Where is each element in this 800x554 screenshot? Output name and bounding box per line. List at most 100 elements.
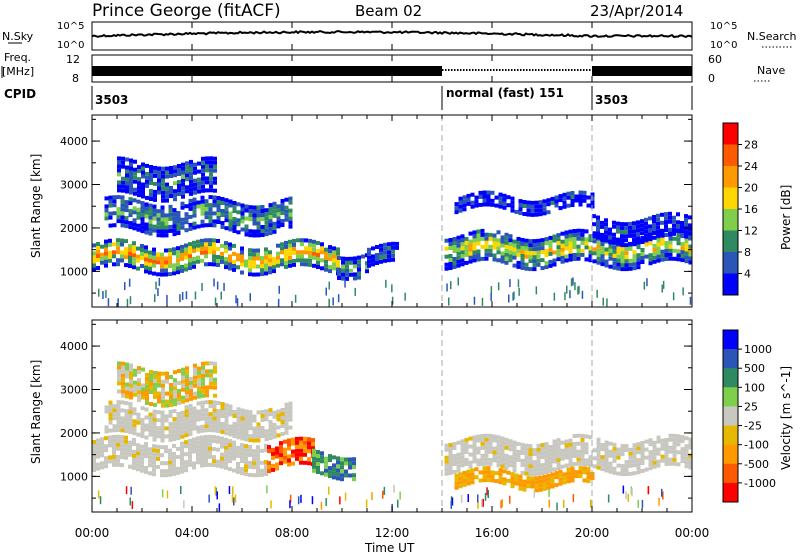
power-cell — [161, 174, 165, 179]
velocity-cell — [128, 440, 132, 445]
velocity-cell — [200, 412, 205, 417]
power-cell — [208, 207, 213, 212]
power-cell — [264, 232, 269, 237]
velocity-cell — [554, 475, 559, 480]
power-cell — [345, 260, 349, 265]
power-cell — [272, 265, 276, 270]
velocity-cell — [172, 433, 177, 438]
velocity-cell — [303, 440, 307, 445]
power-cell — [168, 248, 172, 253]
velocity-cell — [276, 413, 281, 418]
velocity-cell — [204, 435, 208, 439]
velocity-cell — [181, 387, 185, 392]
power-cell — [153, 181, 157, 186]
power-cell — [608, 256, 613, 261]
velocity-cell — [121, 393, 125, 398]
power-cell — [590, 200, 595, 205]
velocity-cell — [152, 425, 157, 430]
velocity-cell — [177, 393, 181, 397]
velocity-cell — [534, 480, 539, 485]
power-cell — [278, 285, 280, 294]
power-cell — [189, 175, 193, 180]
power-cell — [197, 177, 201, 182]
power-cell — [181, 182, 185, 187]
power-cell — [177, 172, 181, 176]
power-cell — [576, 252, 581, 257]
velocity-cell — [252, 418, 257, 423]
velocity-cell — [488, 445, 493, 450]
velocity-cell — [204, 463, 208, 467]
velocity-cell — [152, 429, 157, 434]
velocity-cell — [141, 367, 145, 372]
power-cell — [232, 243, 236, 248]
power-cell — [292, 262, 296, 267]
power-cell — [260, 268, 264, 273]
power-cell — [296, 254, 300, 259]
power-cell — [136, 223, 141, 228]
noise-left-tick-bottom: 10^0 — [57, 40, 84, 51]
power-cell — [672, 256, 677, 261]
power-cell — [528, 251, 533, 256]
power-cell — [664, 216, 668, 221]
power-heatmap — [92, 156, 692, 307]
power-cell — [672, 292, 675, 301]
velocity-cell — [636, 450, 641, 455]
velocity-cell — [204, 439, 208, 443]
velocity-cell — [664, 438, 669, 442]
velocity-cell — [312, 452, 316, 457]
power-cell — [478, 194, 483, 199]
velocity-cell — [172, 409, 177, 414]
velocity-cell — [216, 491, 218, 500]
power-cell — [248, 252, 252, 257]
power-cell — [472, 230, 477, 235]
velocity-cell — [228, 455, 232, 460]
power-cell — [268, 207, 273, 212]
power-cell — [161, 166, 165, 171]
velocity-cell — [160, 453, 164, 458]
power-cell — [616, 262, 621, 267]
power-cell — [132, 261, 136, 266]
power-cell — [530, 200, 535, 205]
power-cell — [600, 242, 605, 247]
power-cell — [192, 244, 196, 249]
velocity-cell — [153, 386, 157, 391]
power-cell — [252, 229, 257, 234]
velocity-cell — [209, 381, 213, 386]
velocity-cell — [232, 422, 237, 426]
power-cell — [168, 208, 173, 213]
power-cell — [116, 219, 121, 224]
velocity-cell — [169, 375, 173, 379]
velocity-cell — [644, 447, 649, 452]
velocity-cell — [520, 462, 525, 467]
velocity-cell — [232, 486, 234, 495]
power-cell — [256, 225, 261, 230]
power-cell — [652, 259, 657, 264]
velocity-cell — [156, 434, 161, 439]
power-cell — [616, 229, 620, 234]
power-cell — [264, 212, 269, 217]
power-cell — [512, 292, 514, 301]
velocity-cell — [544, 454, 549, 459]
velocity-cell — [524, 471, 529, 476]
power-cell — [200, 250, 204, 255]
velocity-cell — [652, 452, 657, 457]
velocity-cell — [136, 447, 140, 452]
power-cell — [268, 258, 272, 263]
velocity-cell — [490, 478, 495, 483]
power-cell — [220, 201, 225, 205]
power-cell — [572, 237, 577, 241]
power-cell — [316, 241, 320, 245]
power-cell — [580, 232, 585, 237]
velocity-cell — [152, 437, 157, 442]
power-cell — [526, 200, 531, 205]
power-cell — [504, 256, 509, 261]
power-cell — [497, 282, 500, 291]
velocity-cell — [218, 503, 221, 512]
velocity-cell — [200, 408, 205, 413]
power-cell — [144, 269, 148, 274]
velocity-cell — [117, 369, 121, 374]
velocity-cell — [209, 369, 213, 374]
velocity-cell — [112, 424, 117, 429]
power-cell — [577, 286, 579, 295]
power-cell — [280, 250, 284, 255]
